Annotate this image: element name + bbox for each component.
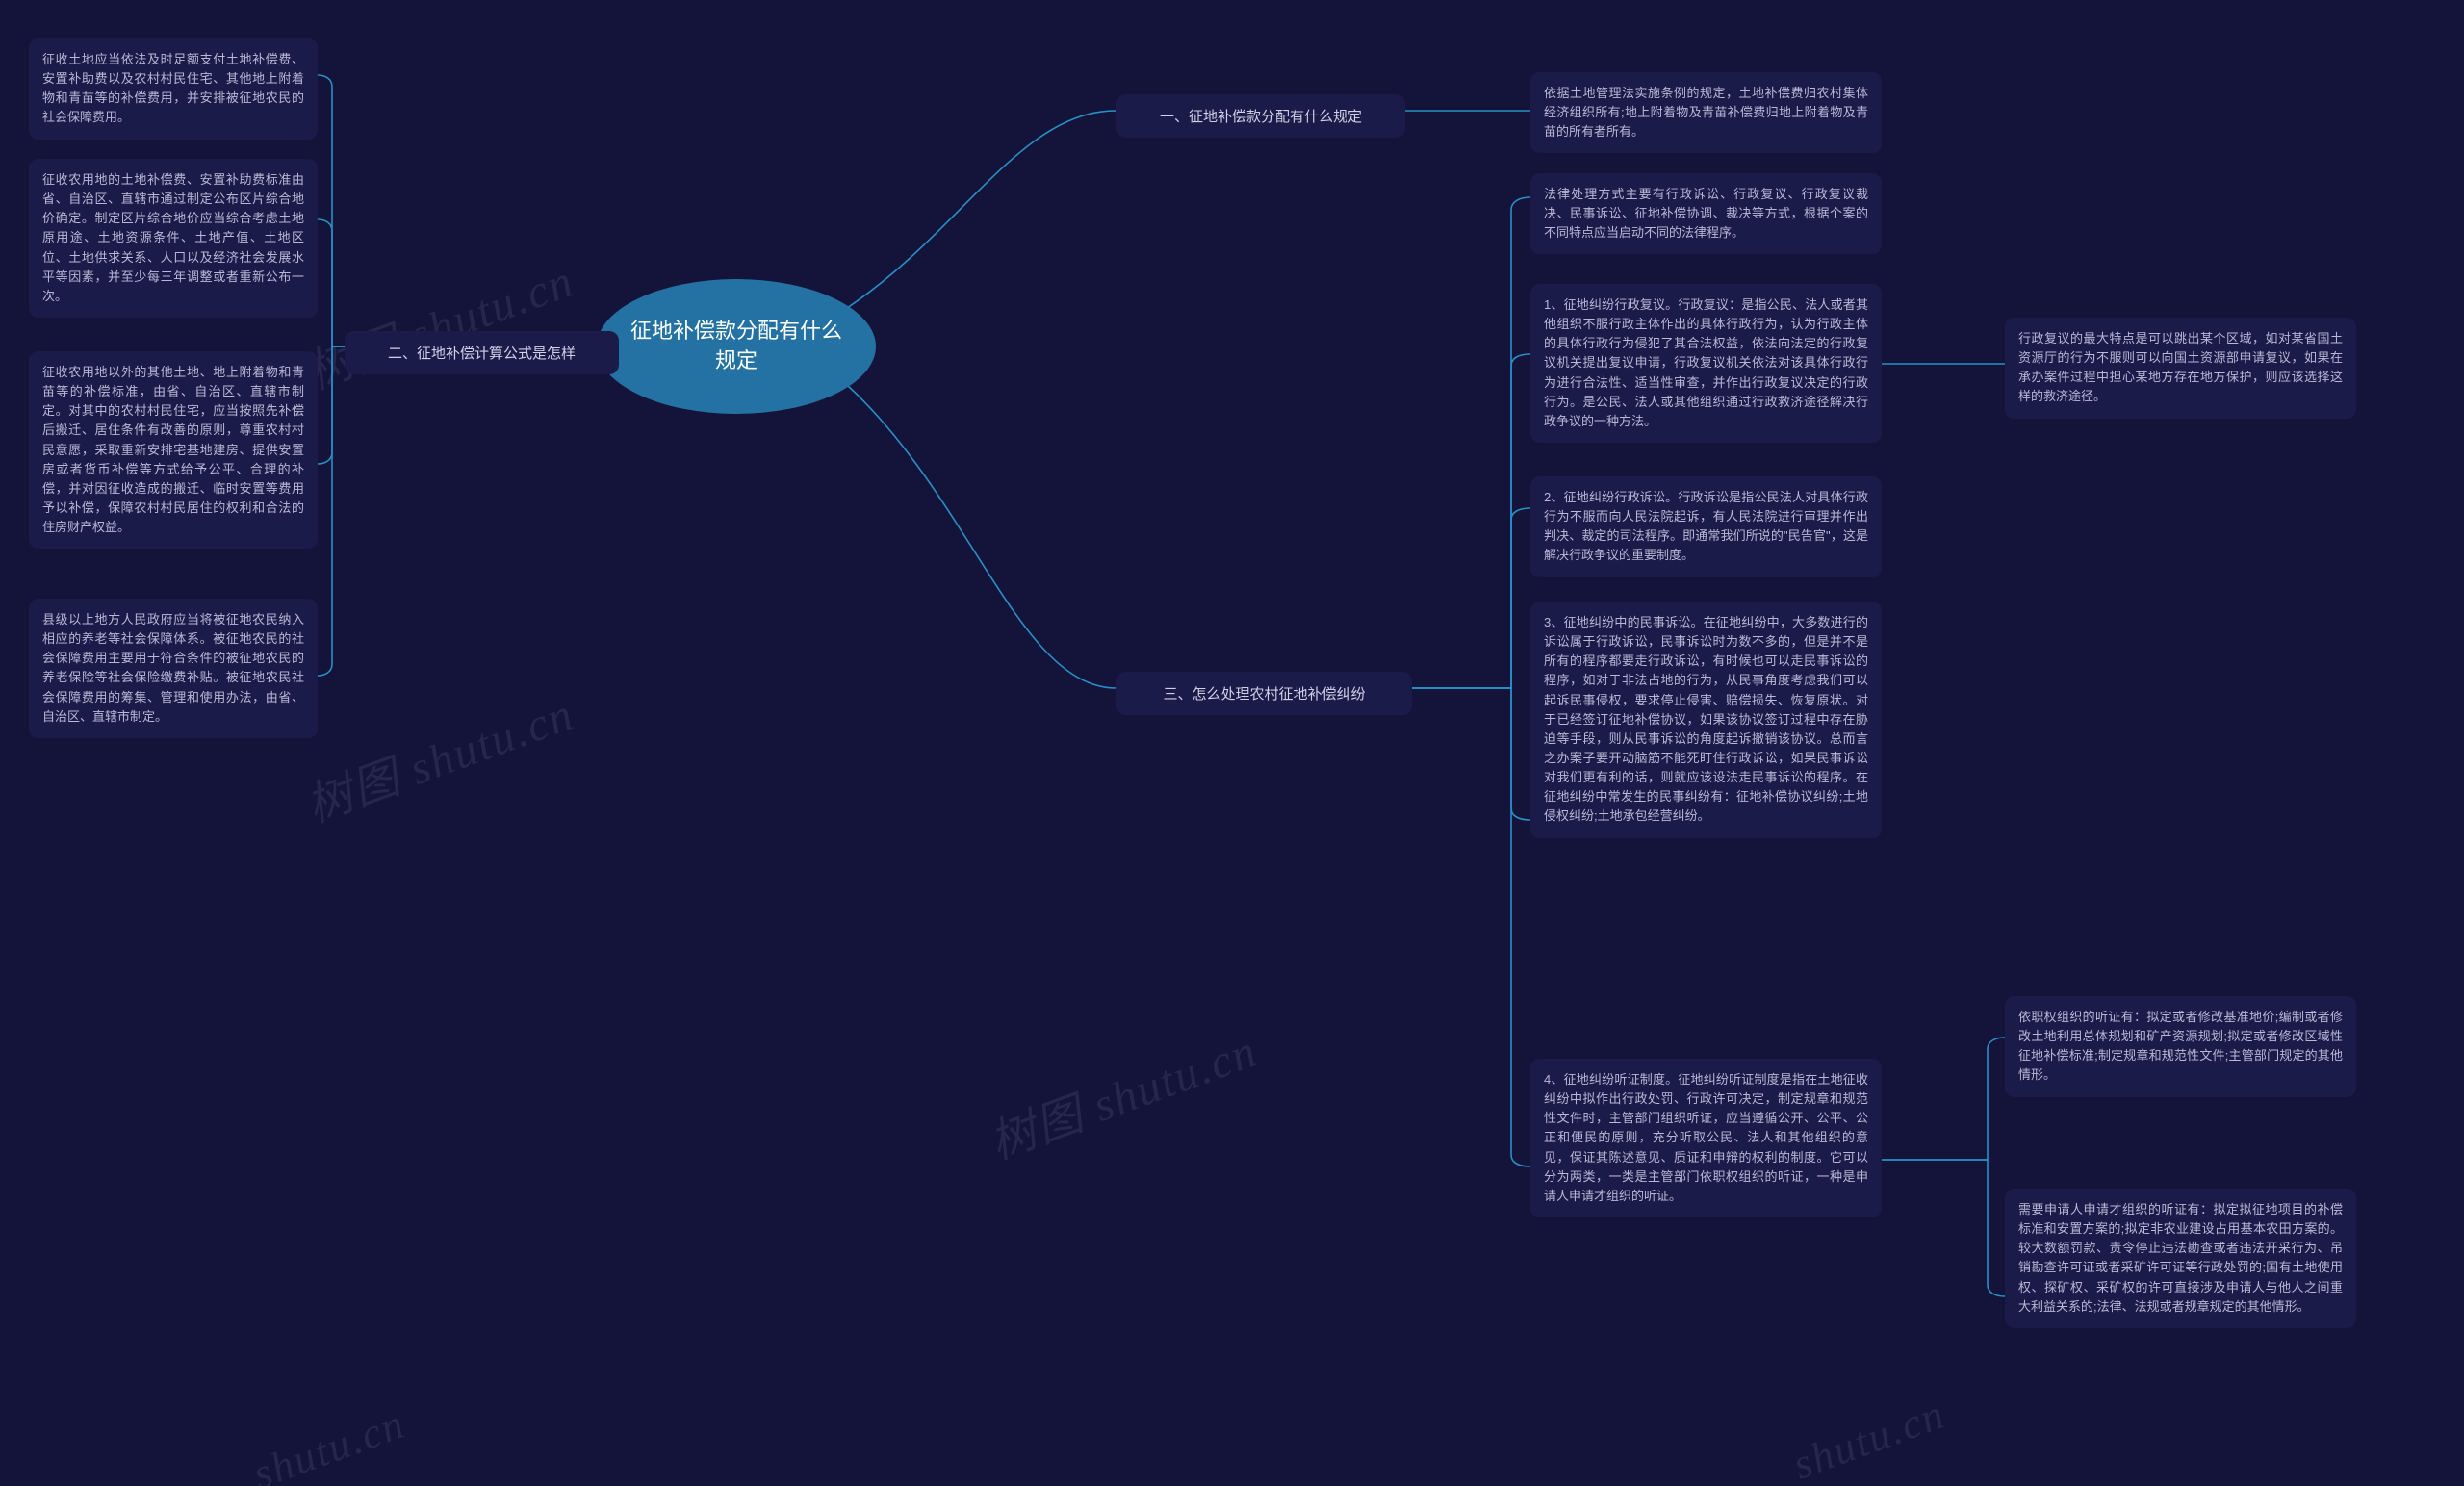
leaf-b3-1: 法律处理方式主要有行政诉讼、行政复议、行政复议裁决、民事诉讼、征地补偿协调、裁决… — [1530, 173, 1882, 254]
leaf-b3-5-b: 需要申请人申请才组织的听证有：拟定拟征地项目的补偿标准和安置方案的;拟定非农业建… — [2005, 1189, 2356, 1328]
branch-2: 二、征地补偿计算公式是怎样 — [345, 331, 619, 374]
branch-3: 三、怎么处理农村征地补偿纠纷 — [1116, 672, 1412, 715]
branch-2-label: 二、征地补偿计算公式是怎样 — [388, 343, 576, 363]
leaf-b3-4: 3、征地纠纷中的民事诉讼。在征地纠纷中，大多数进行的诉讼属于行政诉讼，民事诉讼时… — [1530, 602, 1882, 838]
leaf-b3-2: 1、征地纠纷行政复议。行政复议：是指公民、法人或者其他组织不服行政主体作出的具体… — [1530, 284, 1882, 443]
watermark: shutu.cn — [1786, 1390, 1951, 1486]
branch-1-label: 一、征地补偿款分配有什么规定 — [1160, 106, 1362, 126]
leaf-b2-4: 县级以上地方人民政府应当将被征地农民纳入相应的养老等社会保障体系。被征地农民的社… — [29, 599, 318, 738]
watermark: 树图 shutu.cn — [295, 676, 582, 834]
branch-1: 一、征地补偿款分配有什么规定 — [1116, 94, 1405, 138]
leaf-b2-3: 征收农用地以外的其他土地、地上附着物和青苗等的补偿标准，由省、自治区、直辖市制定… — [29, 351, 318, 549]
leaf-b3-5: 4、征地纠纷听证制度。征地纠纷听证制度是指在土地征收纠纷中拟作出行政处罚、行政许… — [1530, 1059, 1882, 1217]
leaf-b2-1: 征收土地应当依法及时足额支付土地补偿费、安置补助费以及农村村民住宅、其他地上附着… — [29, 38, 318, 140]
branch-3-label: 三、怎么处理农村征地补偿纠纷 — [1163, 683, 1365, 704]
leaf-b3-5-a: 依职权组织的听证有：拟定或者修改基准地价;编制或者修改土地利用总体规划和矿产资源… — [2005, 996, 2356, 1097]
leaf-b3-2-a: 行政复议的最大特点是可以跳出某个区域，如对某省国土资源厅的行为不服则可以向国土资… — [2005, 318, 2356, 419]
center-node: 征地补偿款分配有什么规定 — [597, 279, 876, 414]
center-title: 征地补偿款分配有什么规定 — [626, 317, 847, 376]
watermark: 树图 shutu.cn — [295, 243, 582, 401]
leaf-b1-1: 依据土地管理法实施条例的规定，土地补偿费归农村集体经济组织所有;地上附着物及青苗… — [1530, 72, 1882, 153]
watermark: shutu.cn — [246, 1399, 411, 1486]
leaf-b3-3: 2、征地纠纷行政诉讼。行政诉讼是指公民法人对具体行政行为不服而向人民法院起诉，有… — [1530, 476, 1882, 577]
watermark: 树图 shutu.cn — [979, 1012, 1266, 1171]
leaf-b2-2: 征收农用地的土地补偿费、安置补助费标准由省、自治区、直辖市通过制定公布区片综合地… — [29, 159, 318, 318]
